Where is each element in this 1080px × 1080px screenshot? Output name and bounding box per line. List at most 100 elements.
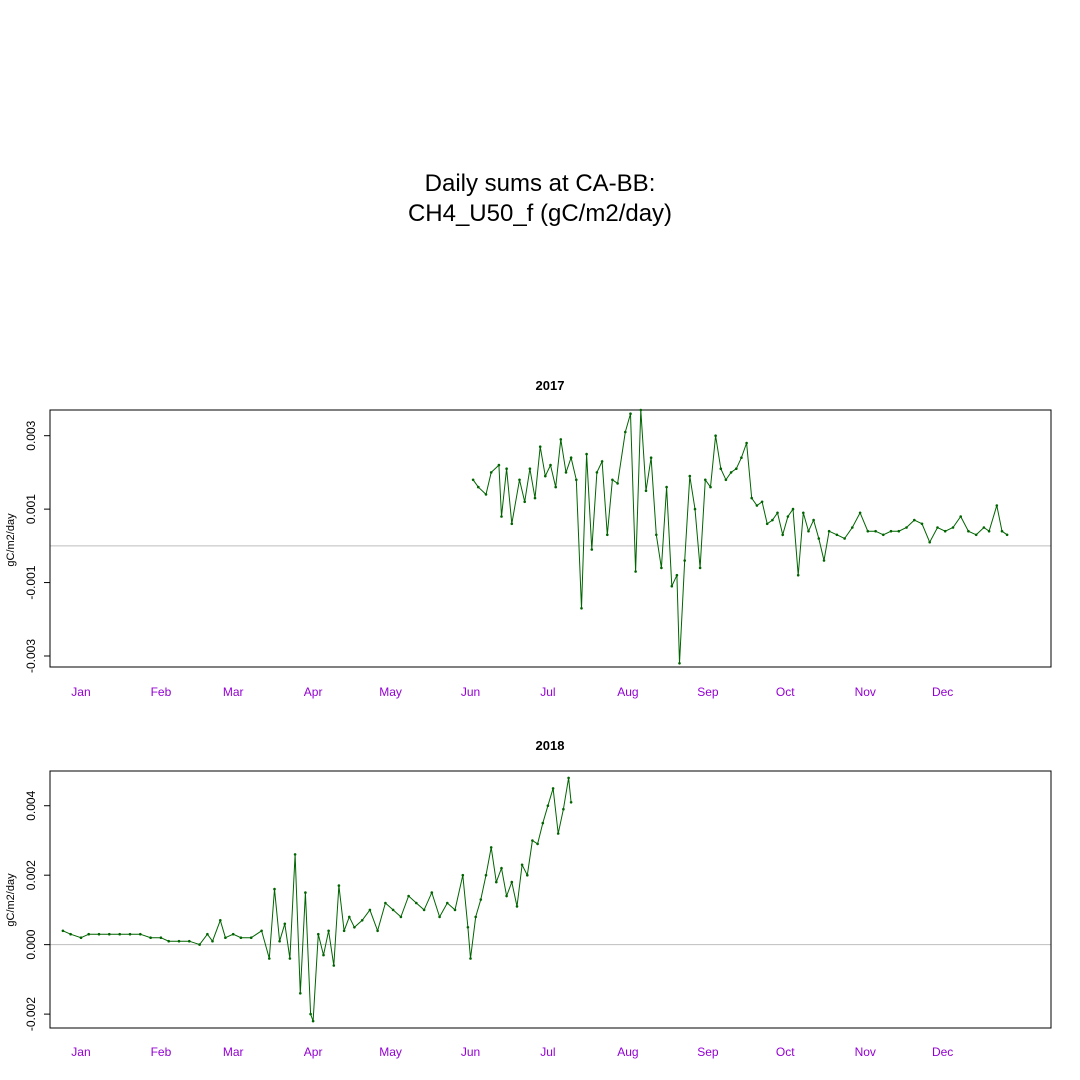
data-point [827, 529, 831, 533]
data-point [461, 873, 465, 877]
data-point [897, 529, 901, 533]
data-point [575, 478, 578, 482]
plot-frame [49, 770, 1052, 1029]
data-point [523, 500, 526, 504]
data-point [544, 474, 547, 478]
data-point [1000, 529, 1004, 533]
data-point [471, 478, 475, 482]
data-point [422, 908, 426, 912]
data-point [69, 932, 72, 936]
data-point [453, 908, 457, 912]
data-point [822, 559, 826, 562]
data-point [564, 471, 568, 474]
data-point [515, 905, 519, 908]
series-line [62, 777, 572, 1022]
data-point [959, 515, 962, 518]
data-point [874, 529, 877, 533]
data-point [159, 936, 163, 939]
data-point [580, 607, 583, 610]
data-point [675, 573, 679, 577]
y-axis-label: gC/m2/day [5, 873, 17, 927]
data-point [606, 533, 609, 537]
x-month-label: Nov [855, 1045, 876, 1059]
data-point [128, 932, 132, 936]
data-point [595, 471, 599, 474]
data-point [951, 526, 955, 529]
data-point [943, 529, 947, 533]
data-point [600, 460, 604, 463]
data-point [489, 846, 493, 849]
data-point [634, 570, 637, 573]
data-point [665, 485, 668, 489]
data-point [987, 529, 991, 533]
data-point [231, 932, 235, 936]
x-month-label: Dec [932, 685, 953, 699]
data-point [760, 500, 764, 504]
data-point [505, 467, 508, 471]
data-point [167, 939, 170, 943]
data-point [293, 853, 297, 856]
data-point [224, 936, 227, 939]
data-point [698, 566, 702, 570]
x-month-label: Jul [540, 1045, 555, 1059]
data-point [655, 533, 658, 537]
data-point [549, 463, 552, 467]
data-point [936, 526, 939, 529]
data-point [177, 939, 181, 943]
data-point [438, 915, 441, 919]
data-point [812, 518, 815, 522]
data-point [198, 943, 201, 946]
data-point [332, 964, 336, 967]
x-month-label: Feb [151, 685, 172, 699]
data-point [342, 929, 346, 933]
data-point [616, 482, 619, 485]
data-point [745, 441, 748, 445]
x-month-label: Apr [304, 685, 323, 699]
x-month-label: Jan [71, 1045, 90, 1059]
data-point [858, 511, 862, 515]
data-point [920, 522, 924, 526]
data-point [489, 471, 493, 474]
data-point [87, 932, 90, 936]
data-point [139, 932, 142, 936]
data-point [219, 919, 222, 922]
data-point [982, 526, 986, 529]
data-point [299, 992, 302, 995]
data-point [533, 496, 537, 500]
panel-title: 2018 [536, 738, 565, 753]
data-point [771, 518, 774, 522]
panel-title: 2017 [536, 378, 565, 393]
y-tick-label: -0.001 [24, 565, 38, 599]
data-point [505, 894, 508, 898]
data-point [639, 408, 643, 412]
data-point [559, 438, 563, 441]
y-tick-label: 0.002 [24, 860, 38, 890]
data-point [474, 915, 478, 919]
data-point [624, 430, 627, 434]
data-point [304, 891, 307, 894]
data-point [554, 485, 557, 489]
data-point [882, 533, 885, 537]
data-point [678, 662, 681, 665]
data-point [500, 866, 503, 870]
data-point [660, 566, 663, 570]
x-month-label: Sep [697, 1045, 719, 1059]
data-point [97, 932, 101, 936]
data-point [995, 504, 999, 507]
data-point [495, 880, 498, 884]
x-month-label: Aug [617, 1045, 638, 1059]
data-point [817, 537, 821, 540]
data-point [368, 908, 372, 912]
data-point [905, 526, 908, 529]
data-point [391, 908, 395, 912]
data-point [693, 507, 697, 511]
data-point [851, 526, 854, 529]
data-point [510, 522, 514, 526]
data-point [729, 471, 733, 474]
data-point [79, 936, 83, 939]
x-month-label: Nov [855, 685, 876, 699]
data-point [755, 504, 759, 507]
data-point [683, 559, 686, 562]
data-point [562, 807, 565, 811]
y-tick-label: 0.003 [24, 420, 38, 450]
